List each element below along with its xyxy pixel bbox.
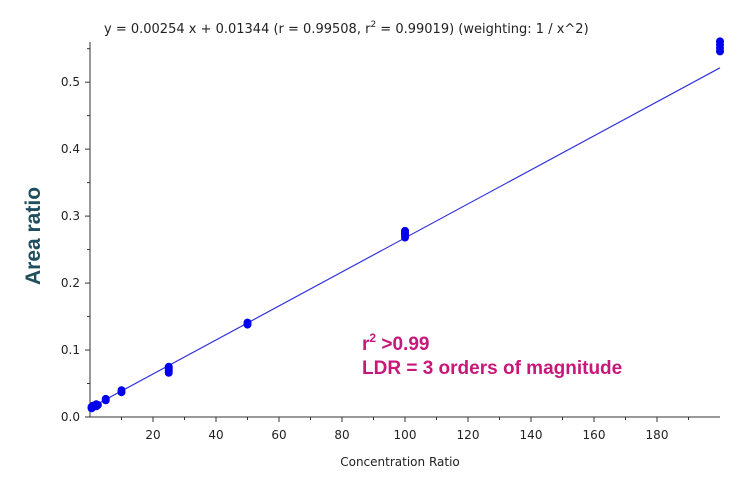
y-tick-label: 0.2 — [61, 276, 80, 290]
y-tick-label: 0.5 — [61, 75, 80, 89]
data-point — [243, 318, 252, 327]
y-tick-label: 0.0 — [61, 410, 80, 424]
x-axis-label: Concentration Ratio — [340, 455, 460, 469]
data-point — [93, 400, 102, 409]
y-ticks: 0.0 0.1 0.2 0.3 0.4 0.5 — [61, 48, 90, 424]
fit-equation: y = 0.00254 x + 0.01344 (r = 0.99508, r2… — [104, 20, 589, 37]
y-tick-label: 0.4 — [61, 142, 80, 156]
data-point — [401, 226, 409, 235]
plot-area: 0.0 0.1 0.2 0.3 0.4 0.5 20 40 60 80 100 120 140 160 1… — [61, 37, 724, 442]
x-tick-label: 160 — [583, 428, 606, 442]
data-point — [117, 386, 126, 395]
data-points — [87, 37, 724, 413]
x-tick-label: 180 — [646, 428, 669, 442]
annotation-ldr: LDR = 3 orders of magnitude — [362, 358, 622, 379]
x-tick-label: 40 — [208, 428, 223, 442]
x-tick-label: 20 — [145, 428, 160, 442]
x-tick-label: 140 — [520, 428, 543, 442]
annotation-r2: r2 >0.99 — [362, 331, 429, 355]
y-tick-label: 0.1 — [61, 343, 80, 357]
data-point — [101, 394, 110, 403]
x-tick-label: 100 — [394, 428, 417, 442]
y-axis-label: Area ratio — [22, 187, 45, 285]
x-tick-label: 80 — [334, 428, 349, 442]
data-point — [164, 362, 173, 371]
y-tick-label: 0.3 — [61, 209, 80, 223]
data-point — [716, 37, 724, 46]
x-ticks: 20 40 60 80 100 120 140 160 180 — [121, 417, 689, 442]
x-tick-label: 120 — [457, 428, 480, 442]
x-tick-label: 60 — [271, 428, 286, 442]
